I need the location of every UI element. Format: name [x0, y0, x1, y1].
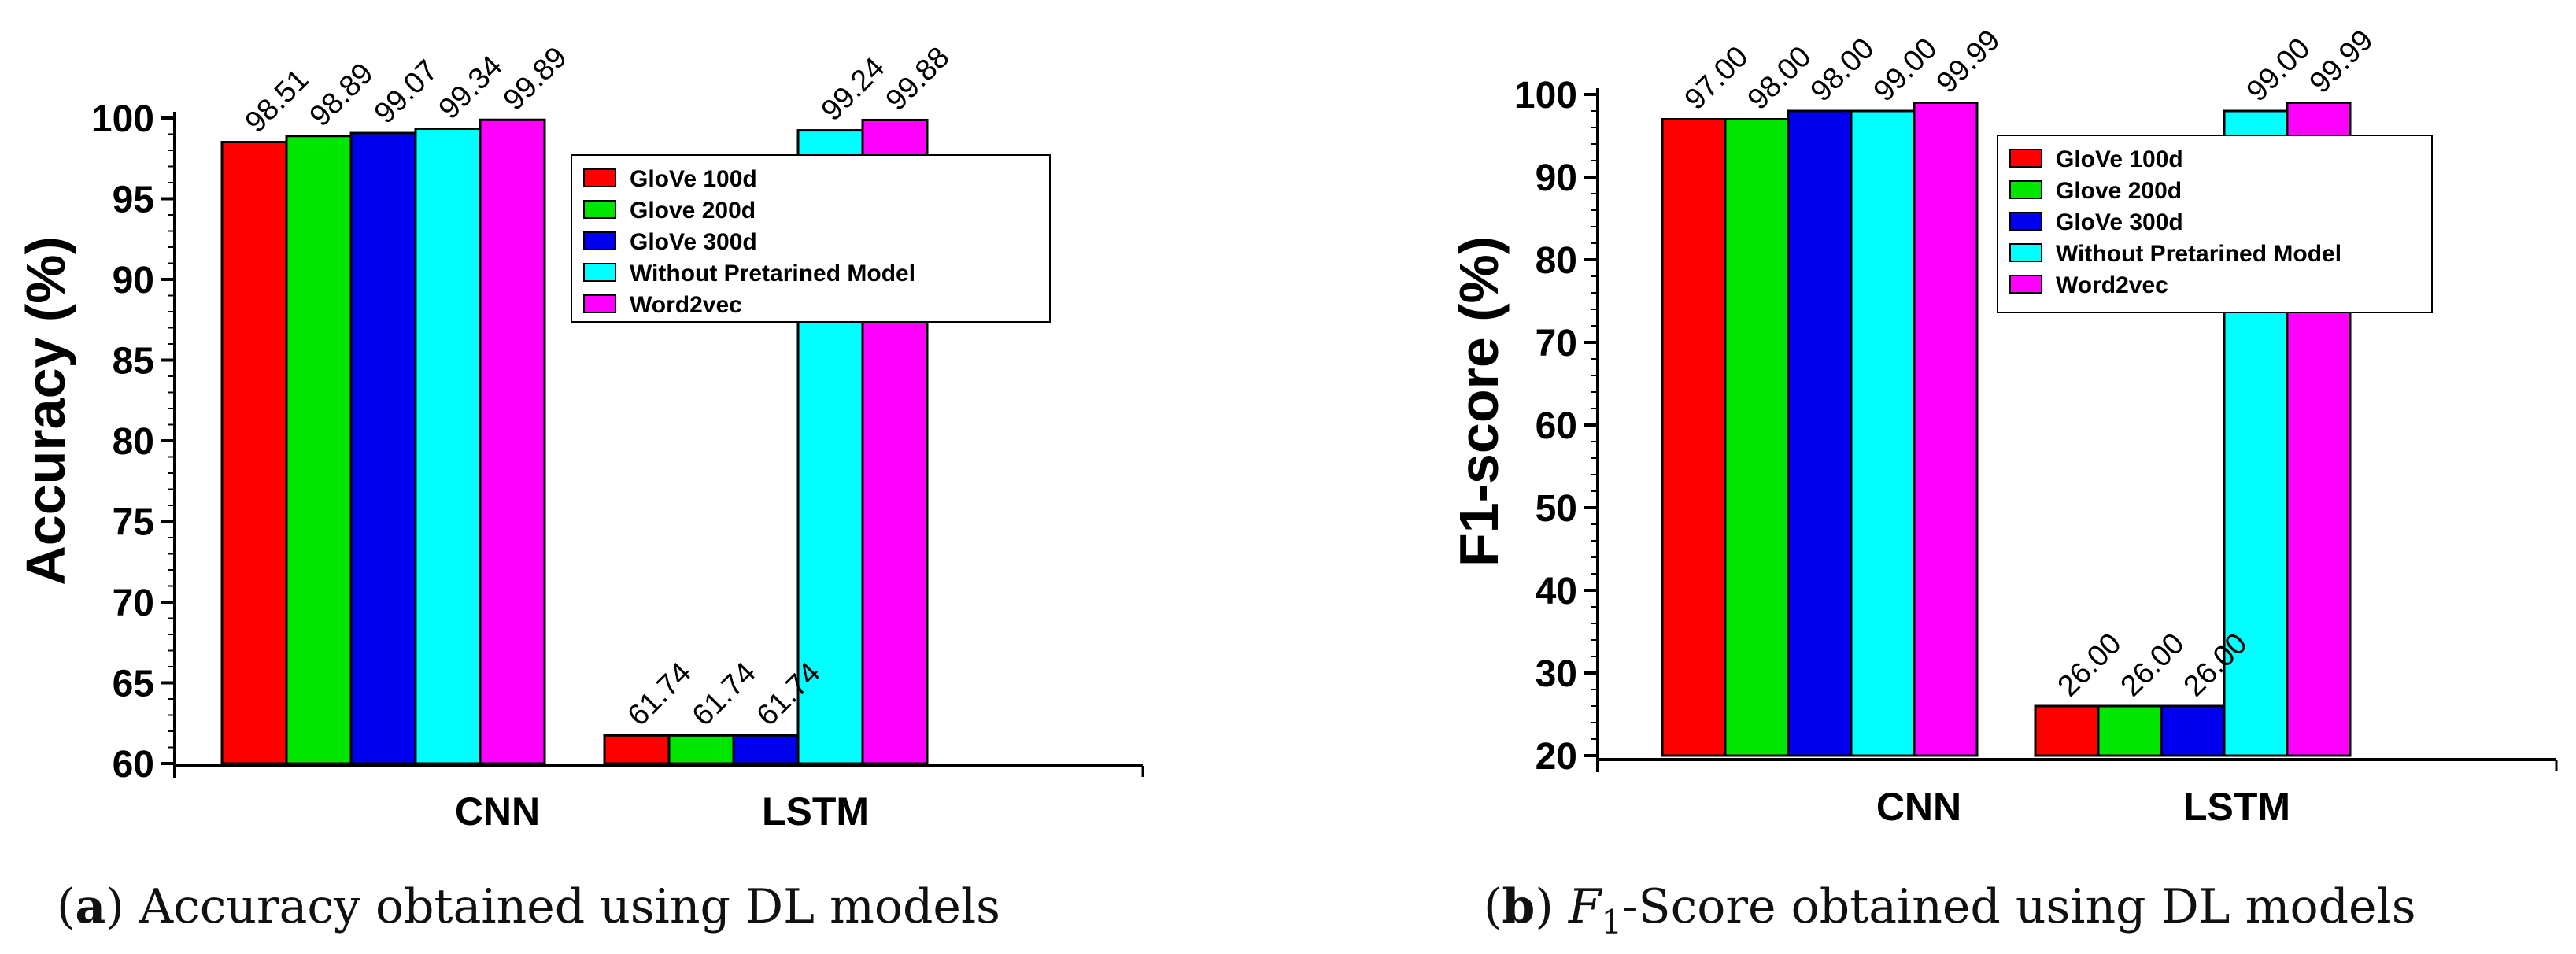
x-tick-label: CNN — [455, 789, 540, 834]
data-label: 99.88 — [880, 41, 956, 117]
caption-b: (b) F1-Score obtained using DL models — [1484, 879, 2416, 941]
bar-cnn-without — [1850, 109, 1916, 757]
y-axis-ticks: 20 30 40 50 60 70 80 90 100 — [1514, 75, 1598, 778]
bar-cnn-word2vec — [479, 118, 546, 765]
legend-label: GloVe 100d — [2056, 146, 2183, 172]
y-axis-label: F1-score (%) — [1448, 236, 1510, 567]
x-tick-label: CNN — [1876, 785, 1961, 829]
data-label: 97.00 — [1679, 40, 1755, 116]
category-labels: CNN LSTM — [1876, 785, 2290, 829]
bar-lstm-glove300 — [2160, 704, 2226, 757]
legend-label: GloVe 300d — [2056, 209, 2183, 235]
y-tick-label: 80 — [113, 421, 154, 463]
caption-a: (a) Accuracy obtained using DL models — [57, 879, 1000, 934]
axes — [1596, 88, 2558, 772]
y-tick-label: 100 — [1514, 75, 1577, 116]
data-label: 99.00 — [1868, 31, 1944, 108]
caption-prefix: a — [75, 879, 105, 934]
legend-box — [571, 154, 1051, 323]
bar-cnn-glove200 — [1724, 118, 1790, 757]
legend-swatch-glove300 — [583, 231, 616, 250]
legend: GloVe 100d Glove 200d GloVe 300d Without Pr… — [1997, 135, 2433, 313]
y-tick-label: 60 — [1536, 405, 1577, 447]
y-tick-label: 30 — [1536, 653, 1577, 695]
data-label: 99.89 — [497, 41, 574, 117]
bar-cnn-glove100 — [220, 141, 288, 765]
bar-cnn-without — [414, 128, 482, 765]
bar-lstm-glove100 — [2034, 704, 2100, 757]
data-label: 61.74 — [686, 656, 763, 733]
legend-swatch-glove100 — [2009, 149, 2042, 168]
caption-prefix: b — [1502, 879, 1535, 934]
y-tick-label: 95 — [113, 179, 154, 221]
legend-swatch-glove100 — [583, 168, 616, 187]
y-tick-label: 90 — [1536, 157, 1577, 199]
y-tick-label: 100 — [91, 98, 154, 140]
data-label: 61.74 — [622, 656, 698, 733]
bar-cnn-glove200 — [285, 135, 353, 765]
bar-lstm-glove200 — [2097, 704, 2163, 757]
bar-lstm-glove200 — [667, 734, 735, 765]
legend-swatch-without — [583, 263, 616, 282]
data-label: 26.00 — [2052, 627, 2128, 703]
x-tick-label: LSTM — [2183, 785, 2290, 829]
y-tick-label: 80 — [1536, 240, 1577, 282]
caption-sub: 1 — [1602, 903, 1623, 941]
legend-label: GloVe 100d — [630, 166, 757, 192]
caption-text: Accuracy obtained using DL models — [139, 879, 1000, 934]
y-tick-label: 40 — [1536, 571, 1577, 612]
data-label: 98.89 — [304, 57, 380, 133]
bar-cnn-glove300 — [349, 131, 417, 765]
legend-label: GloVe 300d — [630, 229, 757, 255]
legend-swatch-word2vec — [583, 294, 616, 313]
data-label: 99.99 — [1931, 24, 2007, 100]
legend-swatch-without — [2009, 243, 2042, 262]
y-axis-ticks: 60 65 70 75 80 85 90 95 100 — [91, 98, 175, 786]
data-label: 99.34 — [433, 50, 509, 126]
legend-label: Without Pretarined Model — [2056, 241, 2341, 267]
legend-swatch-word2vec — [2009, 275, 2042, 294]
y-tick-label: 60 — [113, 744, 154, 786]
x-tick-label: LSTM — [762, 789, 869, 834]
panel-accuracy: Accuracy (%) 60 65 70 75 80 85 90 95 100 98.5198… — [15, 41, 1144, 934]
category-labels: CNN LSTM — [455, 789, 869, 834]
y-tick-label: 20 — [1536, 736, 1577, 778]
data-label: 98.51 — [239, 63, 316, 139]
legend: GloVe 100d Glove 200d GloVe 300d Without Pr… — [571, 154, 1051, 323]
data-label: 98.00 — [1742, 40, 1818, 116]
bar-lstm-glove100 — [603, 734, 671, 765]
legend-label: Glove 200d — [2056, 178, 2182, 204]
legend-label: Without Pretarined Model — [630, 261, 915, 287]
data-label: 99.99 — [2304, 24, 2380, 100]
data-label: 99.07 — [368, 54, 445, 130]
legend-swatch-glove300 — [2009, 212, 2042, 231]
caption-italic: F — [1568, 879, 1603, 934]
bar-cnn-glove100 — [1661, 118, 1727, 757]
legend-swatch-glove200 — [2009, 180, 2042, 199]
bar-lstm-glove300 — [732, 734, 800, 765]
y-tick-label: 70 — [113, 582, 154, 624]
legend-box — [1997, 135, 2433, 313]
data-label: 99.24 — [815, 51, 892, 128]
bar-cnn-word2vec — [1913, 102, 1979, 757]
legend-label: Glove 200d — [630, 198, 756, 224]
y-tick-label: 70 — [1536, 323, 1577, 364]
y-tick-label: 90 — [113, 260, 154, 301]
y-axis-label: Accuracy (%) — [15, 236, 76, 586]
data-label: 99.00 — [2241, 31, 2317, 108]
y-tick-label: 75 — [113, 502, 154, 544]
legend-label: Word2vec — [630, 292, 742, 318]
data-label: 98.00 — [1805, 31, 1881, 108]
y-tick-label: 50 — [1536, 488, 1577, 530]
y-tick-label: 65 — [113, 664, 154, 705]
bar-cnn-glove300 — [1787, 109, 1853, 757]
y-tick-label: 85 — [113, 341, 154, 383]
legend-label: Word2vec — [2056, 272, 2168, 298]
data-label: 26.00 — [2115, 627, 2191, 703]
legend-swatch-glove200 — [583, 200, 616, 219]
caption-text: -Score obtained using DL models — [1622, 879, 2415, 934]
axes — [173, 112, 1144, 778]
